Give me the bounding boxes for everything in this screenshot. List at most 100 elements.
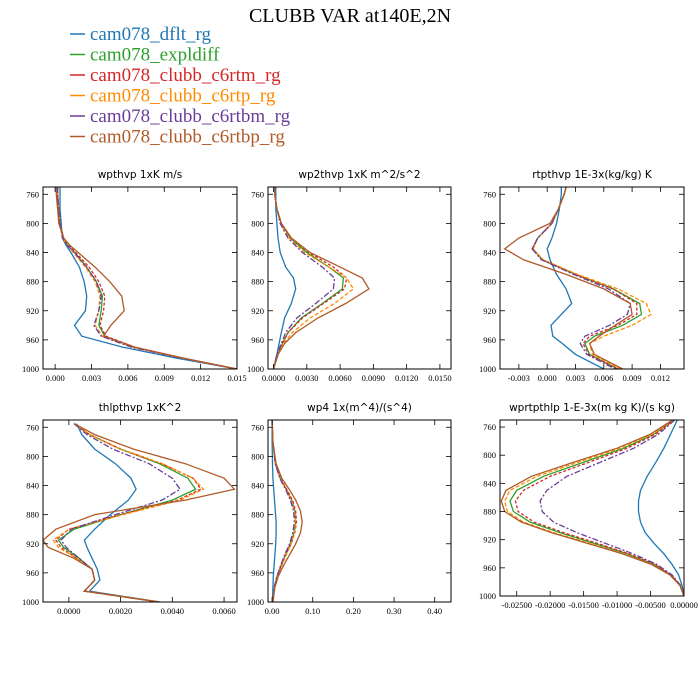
x-tick-label: 0.0060 (212, 606, 235, 616)
y-tick-label: 1000 (247, 597, 264, 607)
series-line (56, 187, 237, 369)
y-tick-label: 760 (26, 189, 39, 199)
y-tick-label: 920 (26, 306, 39, 316)
x-tick-label: -0.00500 (635, 600, 665, 610)
x-tick-label: 0.0060 (328, 373, 351, 383)
y-tick-label: 800 (483, 218, 496, 228)
x-tick-label: 0.0000 (57, 606, 80, 616)
y-tick-label: 760 (483, 422, 496, 432)
legend-label: cam078_clubb_c6rtbp_rg (90, 127, 285, 148)
legend: cam078_dflt_rgcam078_expldiffcam078_club… (70, 24, 291, 148)
legend-item: cam078_clubb_c6rtbm_rg (70, 106, 291, 127)
panel-title: wp2thvp 1xK m^2/s^2 (298, 169, 420, 181)
y-tick-label: 800 (251, 218, 264, 228)
x-tick-label: -0.02000 (535, 600, 565, 610)
series-line (56, 187, 237, 369)
series-line (272, 187, 370, 369)
x-tick-label: -0.01500 (568, 600, 598, 610)
x-tick-label: 0.30 (387, 606, 402, 616)
x-tick-label: 0.10 (305, 606, 320, 616)
plot-frame (499, 419, 685, 597)
series-line (531, 187, 631, 369)
series-line (271, 420, 303, 602)
series-line (52, 423, 205, 602)
series-group (43, 423, 236, 602)
series-line (503, 187, 633, 369)
y-tick-label: 1000 (22, 364, 39, 374)
x-tick-label: 0.009 (623, 373, 642, 383)
series-line (60, 423, 182, 602)
y-tick-label: 960 (26, 335, 39, 345)
y-tick-label: 920 (26, 539, 39, 549)
x-tick-label: 0.012 (191, 373, 210, 383)
plot-frame (499, 186, 685, 370)
y-tick-label: 1000 (22, 597, 39, 607)
legend-item: cam078_dflt_rg (70, 24, 212, 45)
y-tick-label: 960 (26, 568, 39, 578)
y-tick-label: 920 (251, 539, 264, 549)
x-tick-label: 0.015 (227, 373, 246, 383)
series-group (271, 420, 303, 602)
x-tick-label: 0.0000 (262, 373, 285, 383)
legend-label: cam078_clubb_c6rtp_rg (90, 86, 276, 107)
series-line (76, 423, 160, 602)
panel-title: wp4 1x(m^4)/(s^4) (307, 402, 412, 414)
x-tick-label: 0.0150 (428, 373, 451, 383)
panels: wpthvp 1xK m/s76080084088092096010000.00… (22, 169, 698, 616)
series-group (500, 420, 684, 596)
legend-item: cam078_expldiff (70, 45, 220, 66)
series-line (55, 187, 237, 369)
series-line (509, 420, 684, 596)
legend-item: cam078_clubb_c6rtm_rg (70, 65, 281, 86)
y-tick-label: 880 (251, 510, 264, 520)
y-tick-label: 840 (251, 481, 264, 491)
series-line (56, 187, 237, 369)
x-tick-label: 0.40 (427, 606, 442, 616)
chart-panel: wp4 1x(m^4)/(s^4)76080084088092096010000… (247, 402, 452, 616)
chart-panel: wprtpthlp 1-E-3x(m kg K)/(s kg) 760 800 840… (479, 402, 698, 610)
series-line (532, 187, 652, 369)
panel-title: wprtpthlp 1-E-3x(m kg K)/(s kg) (509, 402, 675, 414)
y-tick-label: 880 (26, 510, 39, 520)
x-tick-label: 0.00 (265, 606, 280, 616)
y-tick-label: 800 (251, 451, 264, 461)
x-tick-label: 0.20 (346, 606, 361, 616)
y-tick-label: 1000 (479, 591, 496, 601)
y-tick-label: 880 (483, 277, 496, 287)
y-tick-label: 920 (483, 535, 496, 545)
y-tick-label: 960 (483, 335, 496, 345)
y-tick-label: 800 (483, 450, 496, 460)
x-tick-label: 0.0090 (362, 373, 385, 383)
y-tick-label: 880 (26, 277, 39, 287)
y-tick-label: 760 (26, 422, 39, 432)
y-tick-label: 840 (251, 248, 264, 258)
legend-item: cam078_clubb_c6rtbp_rg (70, 127, 285, 148)
panel-title: thlpthvp 1xK^2 (99, 402, 182, 414)
x-tick-label: 0.009 (155, 373, 174, 383)
plot-frame (42, 186, 238, 370)
x-tick-label: 0.003 (82, 373, 101, 383)
series-group (272, 187, 370, 369)
figure-title: CLUBB VAR at140E,2N (249, 5, 451, 27)
y-tick-label: 1000 (479, 364, 496, 374)
legend-item: cam078_clubb_c6rtp_rg (70, 86, 276, 107)
legend-label: cam078_clubb_c6rtbm_rg (90, 106, 291, 127)
series-line (637, 420, 684, 596)
y-tick-label: 840 (26, 248, 39, 258)
chart-panel: wpthvp 1xK m/s 760 800 840 880 920 960 1000 0.00… (22, 169, 247, 383)
y-tick-label: 760 (251, 189, 264, 199)
y-tick-label: 960 (251, 335, 264, 345)
series-line (531, 187, 638, 369)
y-tick-label: 880 (483, 507, 496, 517)
y-tick-label: 1000 (247, 364, 264, 374)
x-tick-label: 0.000 (46, 373, 65, 383)
y-tick-label: 880 (251, 277, 264, 287)
chart-panel: wp2thvp 1xK m^2/s^2 760 800 840 880 920 960 100… (247, 169, 452, 383)
x-tick-label: 0.00000 (670, 600, 698, 610)
y-tick-label: 840 (483, 248, 496, 258)
y-tick-label: 800 (26, 451, 39, 461)
x-tick-label: 0.0020 (109, 606, 132, 616)
y-tick-label: 920 (251, 306, 264, 316)
series-line (272, 187, 355, 369)
series-line (500, 420, 684, 596)
